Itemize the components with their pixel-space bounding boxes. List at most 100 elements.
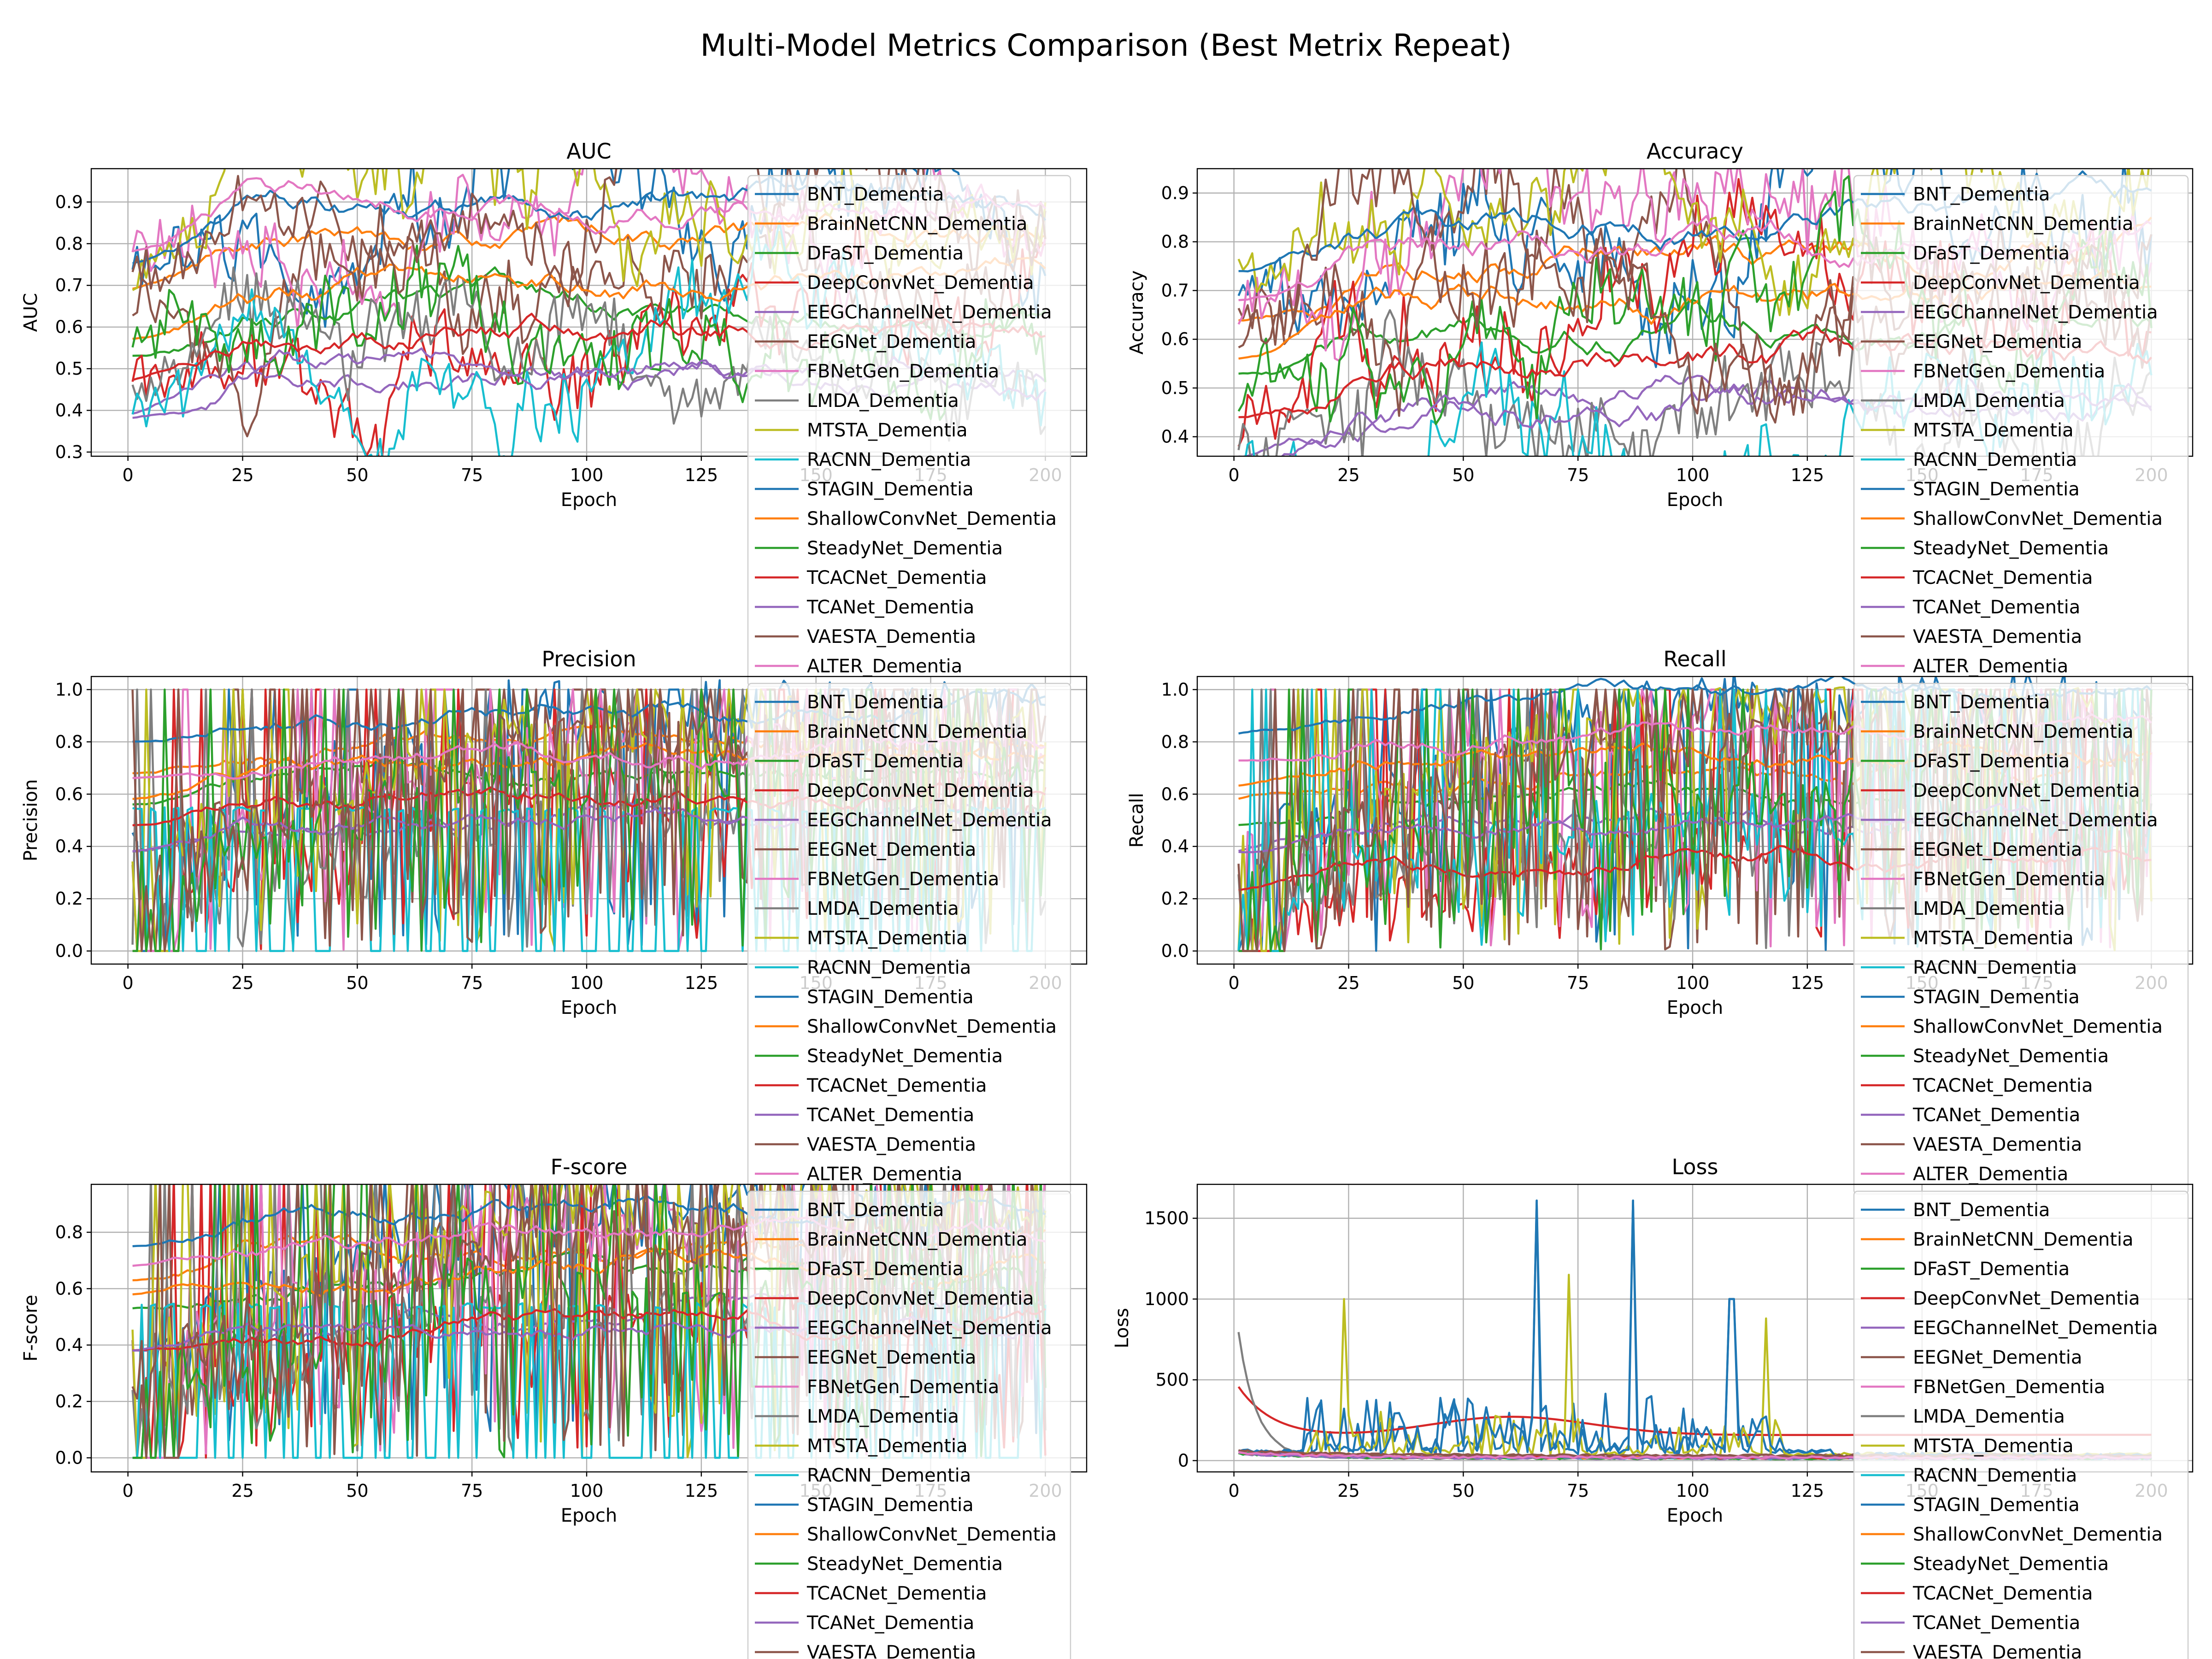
legend-label: RACNN_Dementia [1913, 1465, 2077, 1486]
legend-label: FBNetGen_Dementia [1913, 869, 2105, 890]
y-axis-label: Precision [20, 779, 41, 861]
y-axis-label: F-score [20, 1295, 41, 1362]
legend-label: DeepConvNet_Dementia [1913, 1288, 2140, 1309]
legend-label: VAESTA_Dementia [1913, 1642, 2082, 1659]
legend-label: STAGIN_Dementia [1913, 987, 2080, 1008]
legend: BNT_Dementia BrainNetCNN_Dementia DFaST_De… [747, 175, 1071, 687]
legend-label: BNT_Dementia [807, 692, 944, 713]
legend-label: BNT_Dementia [807, 184, 944, 205]
legend-label: EEGChannelNet_Dementia [1913, 810, 2158, 831]
x-tick-label: 75 [461, 1481, 483, 1501]
y-tick-label: 0.9 [55, 192, 83, 212]
legend-box [747, 1190, 1071, 1659]
legend-label: RACNN_Dementia [1913, 957, 2077, 978]
legend-label: EEGChannelNet_Dementia [807, 302, 1052, 323]
legend-label: VAESTA_Dementia [807, 1134, 976, 1155]
x-axis-label: Epoch [1667, 1505, 1723, 1526]
legend-label: EEGNet_Dementia [1913, 331, 2082, 353]
y-tick-label: 0.8 [55, 1222, 83, 1242]
legend-label: ShallowConvNet_Dementia [1913, 1016, 2163, 1037]
y-tick-label: 0.6 [55, 1278, 83, 1299]
y-tick-label: 0.0 [55, 941, 83, 961]
legend-label: TCANet_Dementia [1912, 1612, 2080, 1634]
x-axis-label: Epoch [561, 997, 617, 1018]
legend-label: STAGIN_Dementia [1913, 1494, 2080, 1516]
legend-label: RACNN_Dementia [1913, 449, 2077, 471]
legend-label: EEGNet_Dementia [807, 839, 976, 860]
subplot-title: AUC [566, 139, 611, 164]
y-tick-label: 0.8 [55, 732, 83, 752]
legend-label: TCACNet_Dementia [1912, 1583, 2093, 1604]
y-tick-label: 0.6 [1161, 329, 1189, 349]
legend-label: MTSTA_Dementia [1913, 420, 2074, 441]
legend-label: LMDA_Dementia [807, 1406, 959, 1427]
x-tick-label: 125 [1791, 973, 1824, 993]
legend-label: TCACNet_Dementia [806, 567, 987, 588]
x-axis-label: Epoch [561, 489, 617, 511]
legend-label: EEGChannelNet_Dementia [807, 810, 1052, 831]
x-tick-label: 100 [570, 465, 604, 485]
x-tick-label: 0 [123, 465, 134, 485]
y-axis-label: Recall [1126, 793, 1147, 847]
y-tick-label: 0.8 [1161, 232, 1189, 252]
y-tick-label: 0.4 [55, 400, 83, 421]
legend-label: MTSTA_Dementia [1913, 928, 2074, 949]
axes-frame [1196, 168, 2194, 457]
legend-label: DeepConvNet_Dementia [807, 272, 1034, 294]
legend-label: BrainNetCNN_Dementia [1913, 1229, 2134, 1250]
legend-label: TCACNet_Dementia [1912, 1075, 2093, 1096]
y-tick-label: 0.2 [55, 888, 83, 909]
y-tick-label: 0.7 [1161, 280, 1189, 300]
legend-label: TCANet_Dementia [806, 1105, 974, 1126]
x-tick-label: 50 [1452, 465, 1474, 485]
legend-label: BrainNetCNN_Dementia [1913, 721, 2134, 742]
legend-label: SteadyNet_Dementia [1913, 1046, 2109, 1067]
subplot-title: Loss [1672, 1154, 1718, 1179]
legend-label: STAGIN_Dementia [807, 987, 974, 1008]
legend-label: EEGNet_Dementia [807, 1347, 976, 1368]
y-axis-label: Accuracy [1126, 271, 1147, 355]
legend-label: DFaST_Dementia [1913, 751, 2070, 772]
x-tick-label: 25 [1337, 1481, 1359, 1501]
x-tick-label: 100 [1676, 973, 1710, 993]
y-tick-label: 0.9 [1161, 183, 1189, 203]
legend: BNT_Dementia BrainNetCNN_Dementia DFaST_De… [1853, 175, 2189, 687]
legend-label: RACNN_Dementia [807, 449, 971, 471]
x-tick-label: 0 [1229, 973, 1240, 993]
legend-label: DeepConvNet_Dementia [807, 780, 1034, 801]
legend-label: LMDA_Dementia [1913, 390, 2065, 412]
y-tick-label: 1.0 [1161, 679, 1189, 700]
legend: BNT_Dementia BrainNetCNN_Dementia DFaST_De… [1853, 1190, 2189, 1659]
y-tick-label: 500 [1155, 1370, 1189, 1390]
axes-frame [90, 1183, 1088, 1473]
x-tick-label: 50 [1452, 1481, 1474, 1501]
legend-label: EEGChannelNet_Dementia [1913, 302, 2158, 323]
legend-label: DFaST_Dementia [807, 243, 964, 264]
subplot-title: Recall [1663, 647, 1726, 671]
x-tick-label: 125 [685, 465, 718, 485]
y-tick-label: 0.8 [55, 234, 83, 254]
x-tick-label: 0 [123, 973, 134, 993]
legend-label: BrainNetCNN_Dementia [807, 213, 1028, 235]
legend-label: ShallowConvNet_Dementia [1913, 508, 2163, 529]
y-tick-label: 1500 [1144, 1208, 1189, 1229]
legend-label: LMDA_Dementia [1913, 898, 2065, 919]
legend-label: ShallowConvNet_Dementia [807, 1016, 1057, 1037]
legend: BNT_Dementia BrainNetCNN_Dementia DFaST_De… [747, 682, 1071, 1195]
legend-label: DeepConvNet_Dementia [807, 1288, 1034, 1309]
legend-label: ALTER_Dementia [1913, 1164, 2068, 1185]
legend-label: FBNetGen_Dementia [807, 361, 999, 382]
legend-label: TCANet_Dementia [1912, 1105, 2080, 1126]
legend-label: FBNetGen_Dementia [1913, 361, 2105, 382]
legend-label: LMDA_Dementia [807, 390, 959, 412]
legend-label: DFaST_Dementia [807, 751, 964, 772]
x-tick-label: 25 [231, 465, 253, 485]
legend-box [1853, 1190, 2189, 1659]
x-tick-label: 25 [1337, 465, 1359, 485]
x-tick-label: 125 [685, 1481, 718, 1501]
legend-label: DFaST_Dementia [1913, 243, 2070, 264]
axes-frame [1196, 676, 2194, 965]
legend-label: SteadyNet_Dementia [1913, 538, 2109, 559]
x-tick-label: 100 [1676, 465, 1710, 485]
